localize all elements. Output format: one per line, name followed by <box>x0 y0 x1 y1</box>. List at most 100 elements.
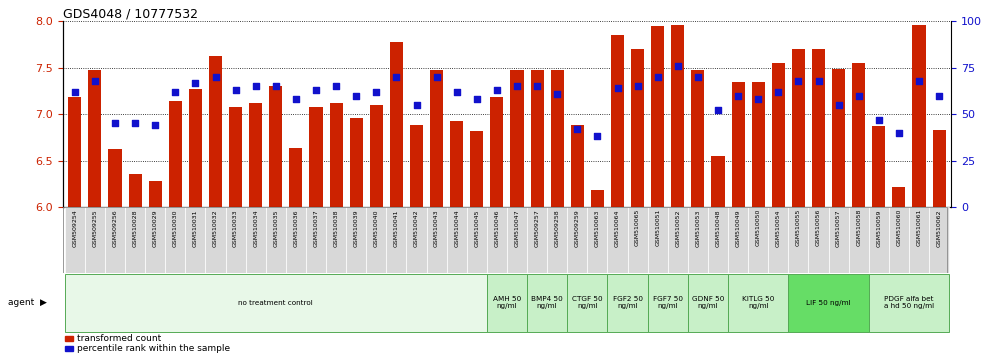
Bar <box>290 148 303 207</box>
Bar <box>869 207 888 273</box>
FancyBboxPatch shape <box>728 274 789 332</box>
Bar <box>892 187 905 207</box>
Bar <box>326 207 347 273</box>
Bar <box>269 86 282 207</box>
Point <box>649 74 665 80</box>
Text: GSM510031: GSM510031 <box>193 209 198 246</box>
Bar <box>792 49 805 207</box>
Text: GSM510061: GSM510061 <box>916 209 921 246</box>
Point <box>831 102 847 108</box>
Bar <box>165 207 185 273</box>
FancyBboxPatch shape <box>608 274 647 332</box>
Bar <box>367 207 386 273</box>
FancyBboxPatch shape <box>647 274 688 332</box>
Bar <box>551 70 564 207</box>
Point <box>147 122 163 128</box>
Text: BMP4 50
ng/ml: BMP4 50 ng/ml <box>531 296 563 309</box>
Bar <box>691 70 704 207</box>
Point <box>167 89 183 95</box>
Text: GSM510035: GSM510035 <box>273 209 278 246</box>
Point <box>408 102 424 108</box>
Text: AMH 50
ng/ml: AMH 50 ng/ml <box>493 296 521 309</box>
Point <box>570 126 586 132</box>
Text: GSM509259: GSM509259 <box>575 209 580 247</box>
Text: GSM510063: GSM510063 <box>595 209 600 246</box>
Text: GSM510039: GSM510039 <box>354 209 359 247</box>
Text: GSM510053: GSM510053 <box>695 209 700 246</box>
Bar <box>772 63 785 207</box>
Bar <box>728 207 748 273</box>
Bar <box>507 207 527 273</box>
Point <box>349 93 365 98</box>
Point <box>107 121 123 126</box>
Bar <box>909 207 929 273</box>
Text: GSM510044: GSM510044 <box>454 209 459 247</box>
Bar <box>310 107 323 207</box>
Bar <box>708 207 728 273</box>
Bar <box>330 103 343 207</box>
Text: no treatment control: no treatment control <box>238 300 313 306</box>
Point <box>509 84 525 89</box>
Text: GSM510052: GSM510052 <box>675 209 680 246</box>
Point <box>670 63 686 69</box>
Point <box>228 87 244 93</box>
Point <box>87 78 103 84</box>
Bar <box>568 207 588 273</box>
Text: LIF 50 ng/ml: LIF 50 ng/ml <box>806 300 851 306</box>
Bar <box>347 207 367 273</box>
Point <box>428 74 444 80</box>
Bar <box>591 190 604 207</box>
Point <box>891 130 907 136</box>
Point <box>127 121 143 126</box>
Point <box>187 80 203 85</box>
Bar <box>185 207 205 273</box>
Bar <box>148 181 161 207</box>
Bar <box>832 69 846 207</box>
Bar <box>450 121 463 207</box>
Point <box>770 89 786 95</box>
Point <box>791 78 807 84</box>
Bar <box>389 42 403 207</box>
Bar <box>667 207 688 273</box>
Text: GSM510037: GSM510037 <box>314 209 319 247</box>
Text: KITLG 50
ng/ml: KITLG 50 ng/ml <box>742 296 775 309</box>
Text: transformed count: transformed count <box>77 334 161 343</box>
Bar <box>647 207 667 273</box>
Point <box>811 78 827 84</box>
Bar <box>406 207 426 273</box>
Bar <box>872 126 885 207</box>
Text: GSM510028: GSM510028 <box>132 209 137 246</box>
Text: FGF2 50
ng/ml: FGF2 50 ng/ml <box>613 296 642 309</box>
Bar <box>511 70 524 207</box>
Bar <box>627 207 647 273</box>
FancyBboxPatch shape <box>65 274 487 332</box>
FancyBboxPatch shape <box>487 274 527 332</box>
Text: GSM510032: GSM510032 <box>213 209 218 247</box>
Point <box>207 74 223 80</box>
Bar <box>145 207 165 273</box>
Text: percentile rank within the sample: percentile rank within the sample <box>77 344 230 353</box>
Text: GSM510047: GSM510047 <box>515 209 520 247</box>
Bar <box>89 70 102 207</box>
Point <box>690 74 706 80</box>
Text: GSM510040: GSM510040 <box>374 209 378 246</box>
Bar <box>809 207 829 273</box>
Text: GSM509255: GSM509255 <box>93 209 98 247</box>
Point <box>730 93 746 98</box>
Point <box>469 97 485 102</box>
Point <box>629 84 645 89</box>
Bar <box>430 70 443 207</box>
Bar <box>631 49 644 207</box>
Text: GSM510059: GSM510059 <box>876 209 881 246</box>
Text: GSM510050: GSM510050 <box>756 209 761 246</box>
Point <box>710 108 726 113</box>
Bar <box>748 207 768 273</box>
Text: GSM510048: GSM510048 <box>715 209 720 246</box>
Point <box>529 84 545 89</box>
Text: GSM510030: GSM510030 <box>173 209 178 246</box>
Bar <box>105 207 125 273</box>
Point <box>67 89 83 95</box>
Text: GSM510049: GSM510049 <box>736 209 741 247</box>
Point <box>610 85 625 91</box>
Bar <box>487 207 507 273</box>
